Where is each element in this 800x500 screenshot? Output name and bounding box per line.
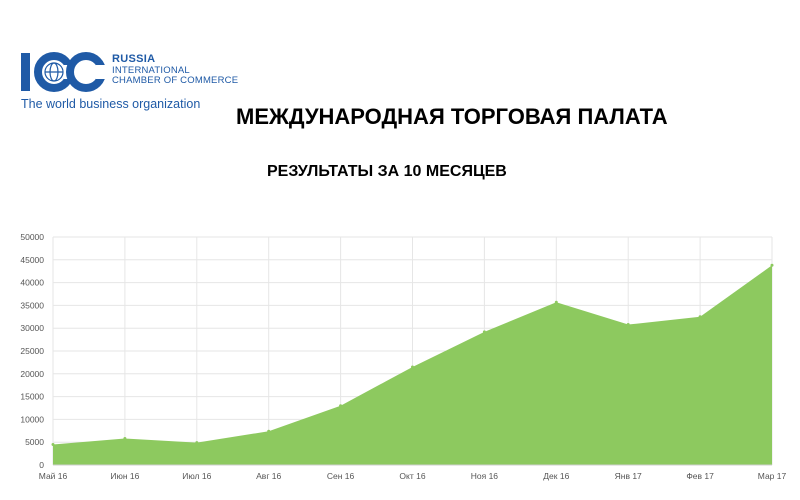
y-tick-label: 25000 [20, 346, 44, 356]
y-tick-label: 30000 [20, 323, 44, 333]
x-tick-label: Мар 17 [758, 471, 787, 481]
x-tick-label: Дек 16 [543, 471, 569, 481]
data-point [123, 437, 127, 441]
x-tick-label: Авг 16 [256, 471, 281, 481]
logo-line-russia: RUSSIA [112, 53, 156, 65]
x-tick-label: Июл 16 [182, 471, 211, 481]
y-tick-label: 5000 [25, 437, 44, 447]
y-tick-label: 50000 [20, 232, 44, 242]
y-tick-label: 0 [39, 460, 44, 470]
page-subtitle: РЕЗУЛЬТАТЫ ЗА 10 МЕСЯЦЕВ [267, 163, 507, 180]
data-point [195, 441, 199, 445]
data-point [482, 330, 486, 334]
y-tick-label: 15000 [20, 392, 44, 402]
page-title: МЕЖДУНАРОДНАЯ ТОРГОВАЯ ПАЛАТА [236, 104, 668, 129]
icc-logo-text: RUSSIA INTERNATIONAL CHAMBER OF COMMERCE [112, 53, 239, 86]
data-point [411, 365, 414, 369]
area-chart: 0 5000 10000 15000 20000 25000 30000 35000 40000… [20, 232, 787, 481]
icc-logo-mark [21, 52, 108, 92]
y-tick-label: 20000 [20, 369, 44, 379]
data-point [51, 442, 55, 446]
y-tick-label: 35000 [20, 300, 44, 310]
x-tick-label: Июн 16 [110, 471, 139, 481]
data-point [770, 263, 774, 267]
data-point [626, 323, 630, 327]
x-tick-label: Окт 16 [399, 471, 425, 481]
data-point [267, 429, 271, 433]
y-tick-label: 10000 [20, 414, 44, 424]
x-tick-label: Янв 17 [615, 471, 642, 481]
x-tick-label: Ноя 16 [471, 471, 499, 481]
x-tick-label: Май 16 [39, 471, 68, 481]
logo-tagline: The world business organization [21, 97, 201, 111]
data-point [554, 300, 558, 304]
y-tick-label: 45000 [20, 255, 44, 265]
logo-line-chamber: CHAMBER OF COMMERCE [112, 74, 239, 86]
icc-logo: RUSSIA INTERNATIONAL CHAMBER OF COMMERCE… [20, 50, 240, 112]
x-tick-label: Фев 17 [686, 471, 714, 481]
y-tick-label: 40000 [20, 278, 44, 288]
logo-line-international: INTERNATIONAL [112, 64, 190, 76]
data-point [339, 404, 343, 408]
data-point [698, 315, 702, 319]
area-series [53, 265, 772, 465]
x-tick-label: Сен 16 [327, 471, 355, 481]
